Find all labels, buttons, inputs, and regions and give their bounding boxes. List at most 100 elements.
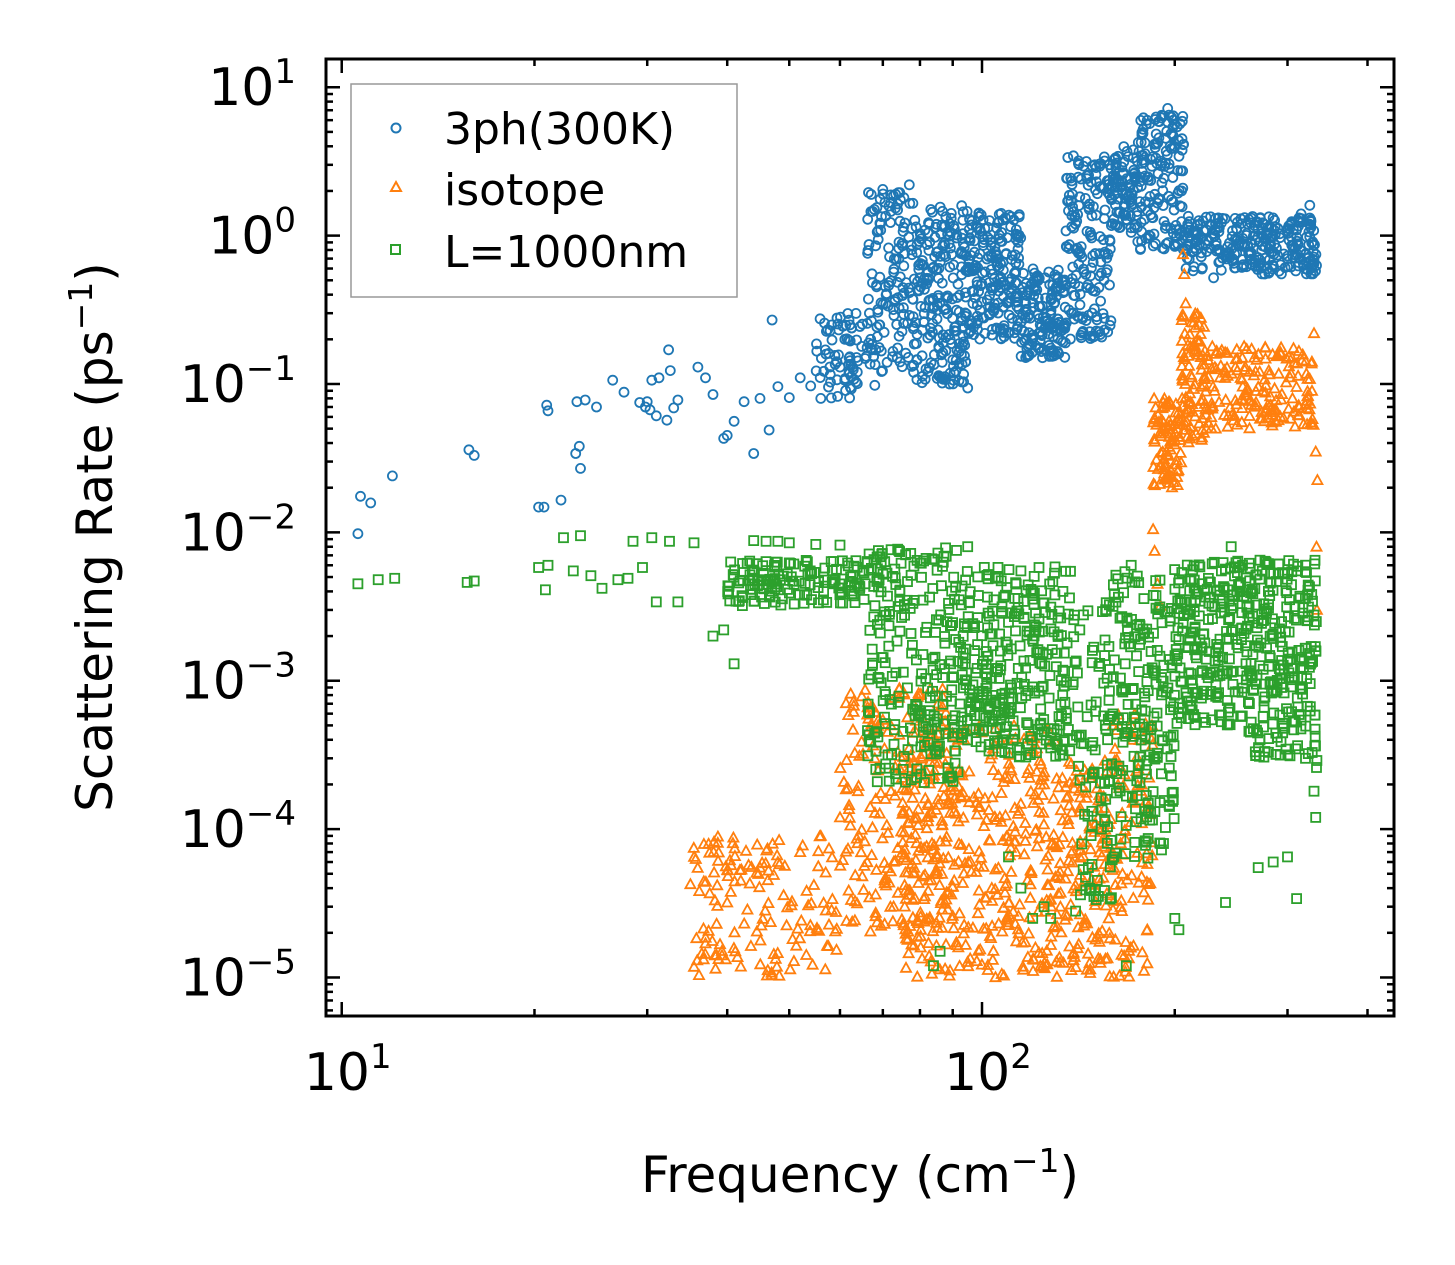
point-3ph [923, 218, 935, 230]
point-boundary [1148, 752, 1160, 763]
point-boundary [1049, 561, 1061, 573]
point-3ph [898, 302, 909, 314]
point-boundary [1259, 555, 1271, 567]
point-isotope [944, 887, 958, 900]
point-3ph [1059, 351, 1071, 363]
point-boundary [919, 740, 930, 751]
point-isotope [971, 906, 985, 919]
point-boundary [784, 587, 795, 599]
point-isotope [881, 825, 895, 838]
point-3ph [1080, 315, 1092, 326]
point-isotope [897, 825, 911, 838]
point-boundary [849, 582, 860, 593]
point-boundary [1015, 702, 1026, 714]
point-boundary [1213, 687, 1224, 699]
point-3ph [1212, 212, 1224, 224]
point-3ph [907, 311, 919, 323]
point-3ph [1081, 225, 1093, 237]
point-isotope [1175, 313, 1189, 325]
point-3ph [825, 376, 836, 388]
point-isotope [760, 968, 774, 981]
point-3ph [932, 290, 944, 301]
point-boundary [831, 563, 842, 575]
point-isotope [957, 866, 971, 879]
point-isotope [818, 962, 832, 975]
point-isotope [1176, 247, 1190, 260]
point-isotope [1292, 400, 1306, 413]
point-3ph [468, 449, 480, 461]
point-isotope [952, 836, 966, 849]
point-isotope [1291, 368, 1305, 381]
point-boundary [1280, 743, 1292, 755]
point-3ph [878, 326, 890, 338]
point-isotope [1275, 387, 1289, 399]
point-boundary [994, 722, 1006, 733]
point-3ph [1205, 211, 1216, 223]
point-isotope [898, 782, 912, 795]
point-isotope [939, 937, 953, 950]
point-boundary [758, 567, 769, 579]
point-boundary [1283, 672, 1295, 683]
point-isotope [1022, 926, 1036, 939]
point-3ph [832, 390, 843, 402]
point-isotope [1089, 816, 1103, 829]
y-tick-label: 10−1 [180, 349, 296, 415]
point-isotope [1152, 414, 1166, 427]
point-boundary [1138, 721, 1150, 733]
point-isotope [1062, 853, 1076, 866]
point-isotope [1178, 352, 1192, 364]
point-isotope [998, 808, 1013, 821]
point-isotope [1284, 411, 1298, 424]
point-isotope [1083, 966, 1097, 978]
point-3ph [887, 351, 898, 363]
point-boundary [983, 610, 995, 622]
point-isotope [875, 831, 890, 844]
point-3ph [1160, 145, 1172, 157]
point-isotope [1030, 764, 1044, 777]
point-boundary [1072, 667, 1083, 679]
point-boundary [1251, 678, 1262, 690]
point-isotope [1091, 951, 1105, 964]
point-3ph [1301, 268, 1312, 280]
point-3ph [1043, 266, 1055, 278]
point-boundary [1079, 808, 1090, 820]
point-isotope [1028, 940, 1042, 953]
point-boundary [1268, 707, 1280, 719]
point-isotope [1061, 789, 1075, 802]
point-boundary [1188, 560, 1200, 572]
point-isotope [841, 708, 855, 720]
point-boundary [1128, 750, 1140, 762]
point-boundary [1197, 665, 1208, 677]
point-boundary [1131, 816, 1142, 828]
point-3ph [1094, 248, 1105, 260]
point-isotope [896, 835, 910, 847]
point-3ph [944, 367, 956, 379]
point-boundary [1183, 667, 1195, 679]
point-isotope [979, 921, 993, 934]
point-3ph [1211, 245, 1222, 257]
point-boundary [1257, 711, 1269, 722]
point-3ph [618, 386, 630, 398]
point-boundary [1264, 577, 1276, 589]
point-boundary [1260, 556, 1272, 568]
point-isotope [1257, 414, 1271, 427]
point-isotope [991, 860, 1005, 873]
point-isotope [1271, 348, 1285, 361]
point-isotope [1077, 918, 1091, 931]
point-boundary [1240, 623, 1252, 635]
point-boundary [810, 539, 822, 550]
point-isotope [825, 892, 839, 904]
point-isotope [1180, 402, 1194, 415]
point-isotope [1115, 866, 1130, 879]
point-3ph [940, 303, 952, 315]
point-3ph [976, 278, 988, 290]
point-3ph [1135, 136, 1147, 148]
point-3ph [1162, 103, 1174, 114]
point-boundary [1197, 689, 1209, 701]
point-isotope [1064, 963, 1078, 975]
point-isotope [1140, 956, 1154, 969]
point-boundary [872, 731, 884, 743]
point-boundary [1297, 607, 1309, 619]
point-boundary [1138, 593, 1150, 604]
point-isotope [1169, 457, 1183, 470]
